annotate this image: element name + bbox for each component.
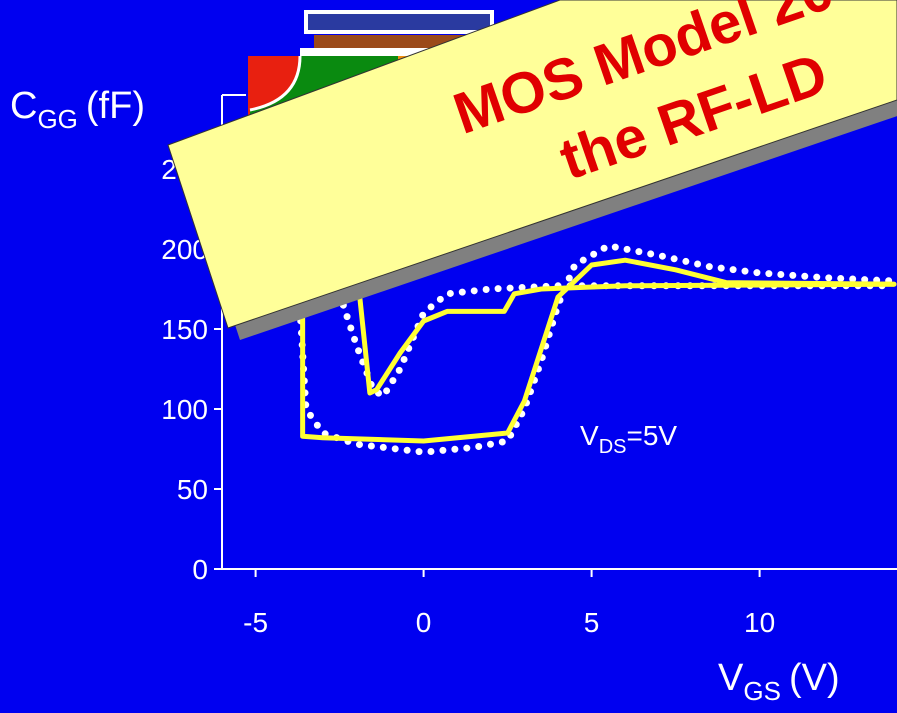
x-tick-label: 10 [744,607,775,638]
x-tick-label: 0 [416,607,432,638]
y-tick-label: 50 [177,474,208,505]
y-label-unit: (fF) [86,85,145,127]
y-label-sub: GG [37,104,77,134]
y-label-main: C [10,85,37,127]
x-label-sub: GS [743,676,781,706]
x-tick-label: -5 [243,607,268,638]
annotation-main: V [580,420,599,451]
annotation-rest: =5V [626,420,677,451]
x-tick-label: 5 [584,607,600,638]
y-tick-label: 100 [161,394,208,425]
y-tick-label: 0 [192,554,208,585]
y-tick-label: 150 [161,314,208,345]
slide: 050100150200250-50510 MOS Model 20 the R… [0,0,897,713]
annotation-sub: DS [599,436,627,458]
x-label-main: V [718,657,744,699]
x-label-unit: (V) [789,657,840,699]
